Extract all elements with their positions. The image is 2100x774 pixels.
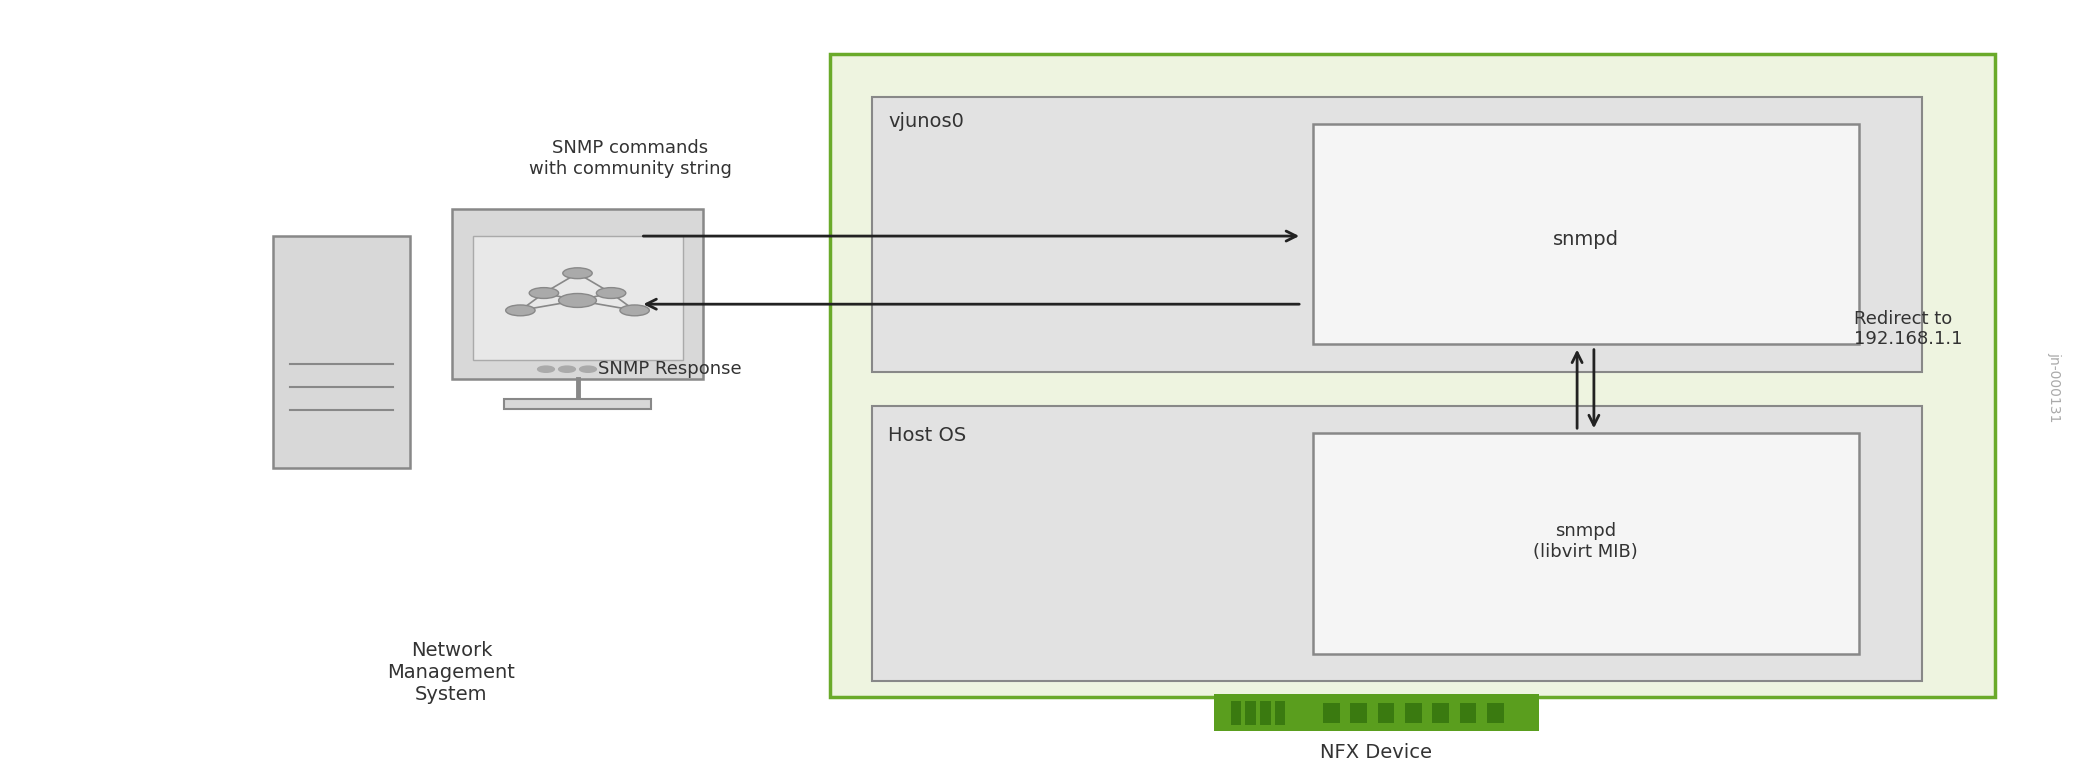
Circle shape (620, 305, 649, 316)
Text: SNMP Response: SNMP Response (598, 360, 741, 378)
Text: snmpd: snmpd (1552, 231, 1619, 249)
FancyBboxPatch shape (1487, 703, 1504, 723)
FancyBboxPatch shape (504, 399, 651, 409)
FancyBboxPatch shape (472, 236, 682, 360)
FancyBboxPatch shape (1460, 703, 1476, 723)
Circle shape (559, 366, 575, 372)
FancyBboxPatch shape (1214, 694, 1539, 731)
Text: Redirect to
192.168.1.1: Redirect to 192.168.1.1 (1854, 310, 1964, 348)
FancyBboxPatch shape (830, 54, 1995, 697)
Circle shape (538, 366, 554, 372)
FancyBboxPatch shape (1245, 700, 1256, 724)
FancyBboxPatch shape (1312, 124, 1858, 344)
FancyBboxPatch shape (273, 236, 410, 468)
Text: jn-000131: jn-000131 (2048, 352, 2060, 422)
Text: snmpd
(libvirt MIB): snmpd (libvirt MIB) (1533, 522, 1638, 561)
Circle shape (563, 268, 592, 279)
Circle shape (529, 288, 559, 299)
FancyBboxPatch shape (1260, 700, 1270, 724)
Text: SNMP commands
with community string: SNMP commands with community string (529, 139, 731, 178)
FancyBboxPatch shape (1405, 703, 1422, 723)
FancyBboxPatch shape (1323, 703, 1340, 723)
Text: NFX Device: NFX Device (1319, 743, 1432, 762)
Text: Host OS: Host OS (888, 426, 966, 445)
Circle shape (580, 366, 596, 372)
FancyBboxPatch shape (872, 97, 1922, 372)
FancyBboxPatch shape (452, 209, 704, 379)
FancyBboxPatch shape (1231, 700, 1241, 724)
FancyBboxPatch shape (1350, 703, 1367, 723)
Circle shape (506, 305, 536, 316)
Circle shape (559, 293, 596, 307)
FancyBboxPatch shape (1275, 700, 1285, 724)
Text: vjunos0: vjunos0 (888, 112, 964, 132)
FancyBboxPatch shape (1378, 703, 1394, 723)
Circle shape (596, 288, 626, 299)
FancyBboxPatch shape (872, 406, 1922, 681)
FancyBboxPatch shape (1312, 433, 1858, 654)
Text: Network
Management
System: Network Management System (388, 642, 514, 704)
FancyBboxPatch shape (1432, 703, 1449, 723)
